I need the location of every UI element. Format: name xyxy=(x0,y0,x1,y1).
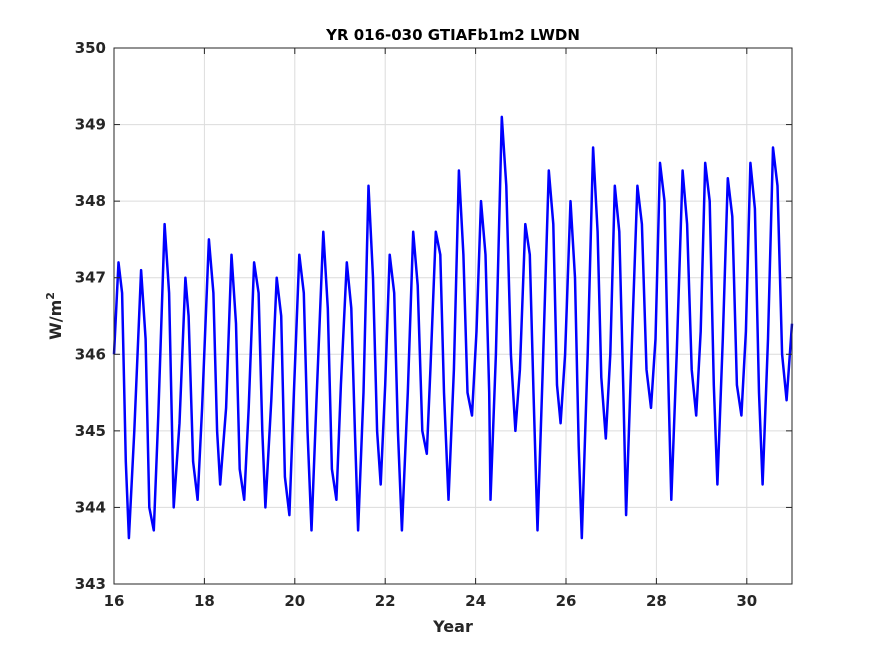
x-tick-label: 16 xyxy=(104,592,125,610)
x-tick-label: 28 xyxy=(646,592,667,610)
x-tick-label: 24 xyxy=(465,592,486,610)
axes-box xyxy=(113,47,793,585)
y-tick-label: 349 xyxy=(75,116,106,134)
x-tick-label: 22 xyxy=(375,592,396,610)
y-ticks: 343 344 345 346 347 348 349 350 xyxy=(75,39,792,593)
series-line-0 xyxy=(112,115,794,540)
x-tick-label: 30 xyxy=(736,592,757,610)
y-tick-label: 345 xyxy=(75,422,106,440)
y-tick-label: 346 xyxy=(75,345,106,363)
chart-title: YR 016-030 GTIAFb1m2 LWDN xyxy=(325,26,580,44)
y-axis-label-base: W/m xyxy=(46,300,65,340)
y-tick-label: 347 xyxy=(75,269,106,287)
y-axis-label-superscript: 2 xyxy=(44,292,57,300)
x-tick-label: 20 xyxy=(284,592,305,610)
y-tick-label: 350 xyxy=(75,39,106,57)
series-layer xyxy=(112,115,794,540)
x-tick-label: 26 xyxy=(556,592,577,610)
y-tick-label: 348 xyxy=(75,192,106,210)
x-ticks: 16 18 20 22 24 26 28 30 xyxy=(104,48,757,610)
y-tick-label: 343 xyxy=(75,575,106,593)
y-axis-label: W/m2 xyxy=(44,292,65,340)
x-axis-label: Year xyxy=(432,617,473,636)
y-tick-label: 344 xyxy=(75,498,106,516)
x-tick-label: 18 xyxy=(194,592,215,610)
